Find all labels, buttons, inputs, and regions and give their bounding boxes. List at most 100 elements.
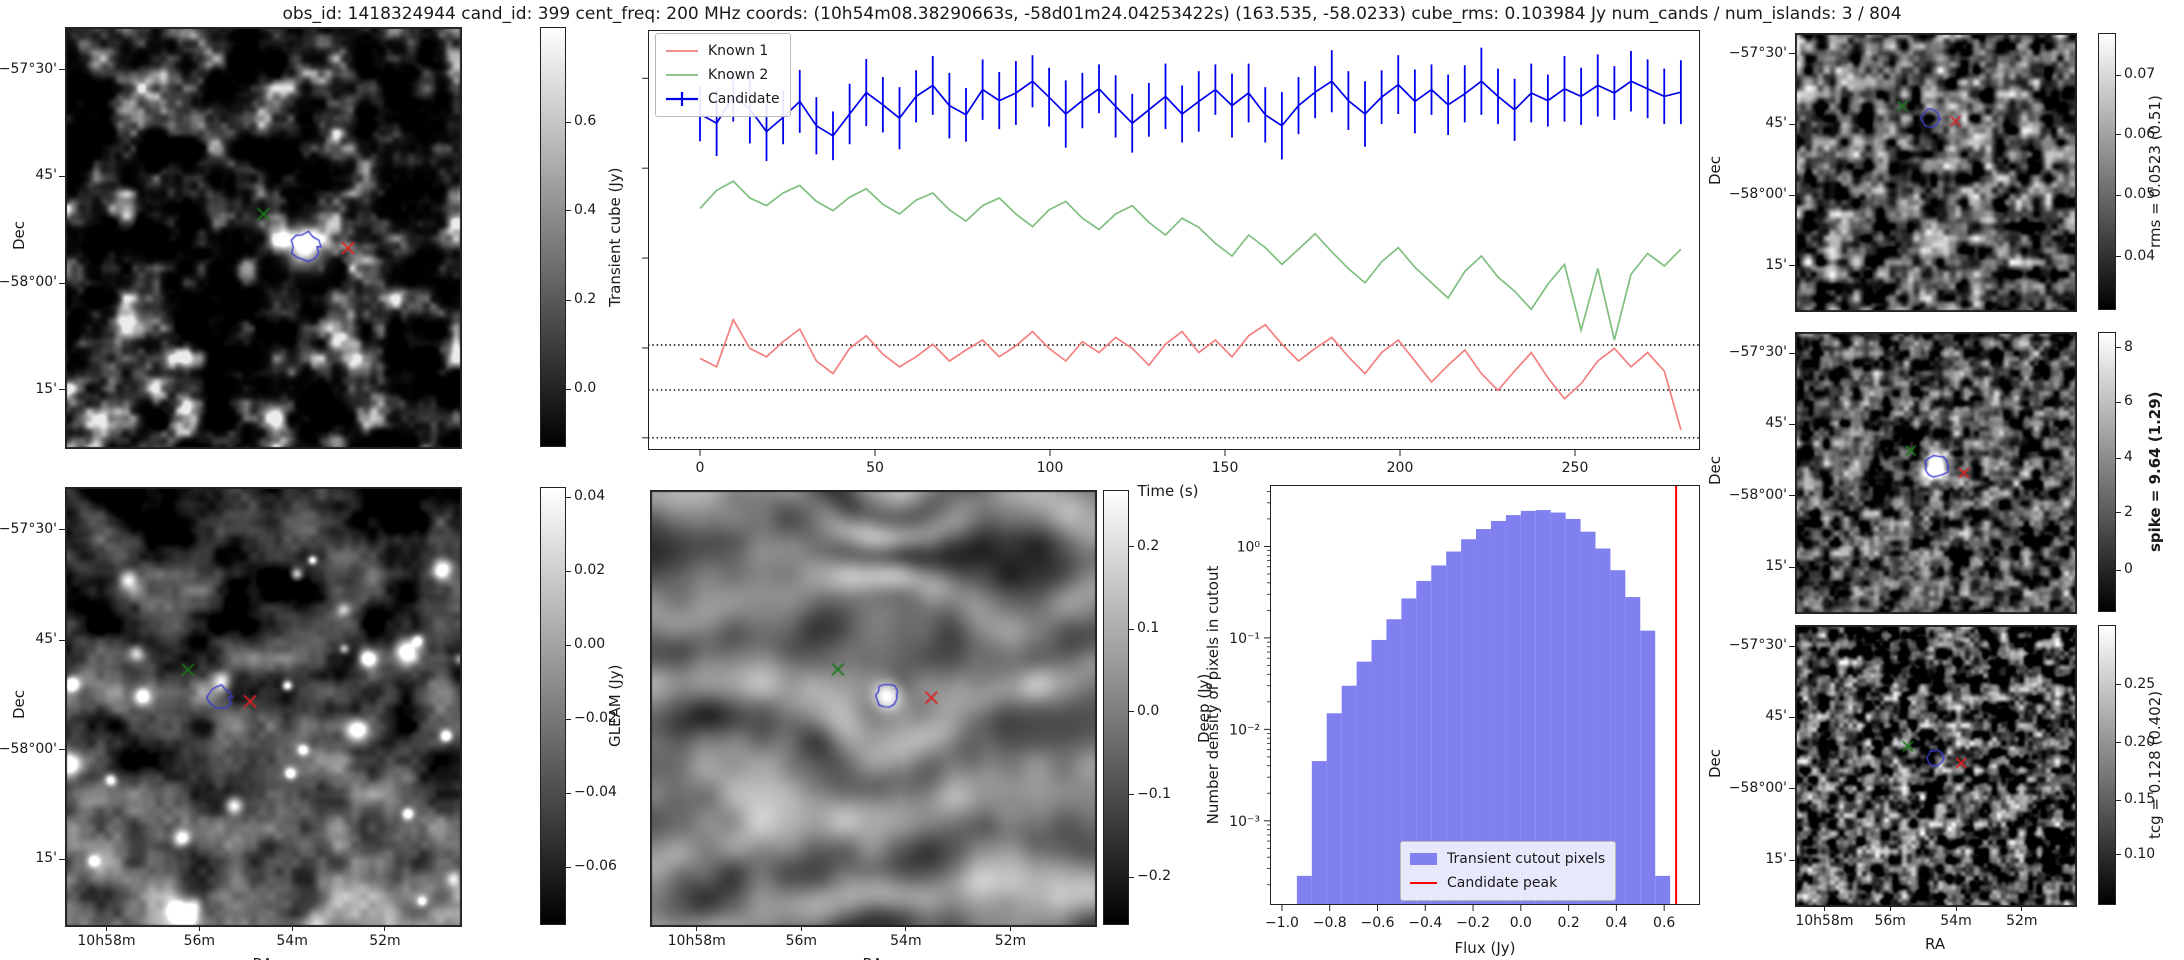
dec-tick [1789,716,1795,718]
x-tick-label: −1.0 [1265,915,1299,931]
colorbar-gleam [540,487,566,925]
colorbar-tick [566,570,571,572]
dec-tick-label: −57°30' [1728,44,1787,61]
ra-tick [696,925,698,931]
colorbar-tick-label: 0.04 [2124,247,2156,264]
colorbar-label-rms: rms = 0.0523 (0.51) [2146,95,2164,248]
cutout-image-gleam [65,487,462,927]
colorbar-tick [566,210,571,212]
ra-tick-label: 52m [2006,913,2038,929]
legend-label: Known 1 [708,43,769,59]
dec-tick-label: −57°30' [0,520,57,537]
colorbar-tick [2116,194,2121,196]
lightcurve-frame [648,30,1700,450]
dec-tick-label: −58°00' [1728,486,1787,503]
histogram-bar [1580,531,1596,905]
colorbar-tick-label: 0.20 [2124,733,2156,750]
figure-title: obs_id: 1418324944 cand_id: 399 cent_fre… [282,4,1902,24]
colorbar-tick [1129,794,1134,795]
colorbar-label-gleam: GLEAM (Jy) [606,664,624,748]
legend-label: Transient cutout pixels [1447,851,1606,867]
dec-tick [1789,352,1795,354]
colorbar-tick-label: 0.2 [1137,537,1160,554]
histogram-bar [1550,512,1566,905]
histogram-bar [1595,548,1611,905]
ra-tick-label: 10h58m [667,933,726,949]
ra-tick-label: 56m [785,933,818,949]
colorbar-deep [1103,490,1129,925]
ra-tick-label: 56m [183,933,216,949]
colorbar-tick-label: 0.07 [2124,66,2156,83]
x-tick-label: 0.4 [1605,915,1627,931]
colorbar-tick [2116,684,2121,686]
y-tick-label: 10⁻¹ [1229,631,1260,647]
dec-tick [59,639,65,641]
histogram-bar [1356,661,1372,905]
cutout-image-transient [65,27,462,449]
x-tick-label: 200 [1387,460,1414,476]
colorbar-tick [2116,569,2121,571]
dec-tick-label: 15' [1765,256,1787,273]
legend-sample [1410,882,1437,884]
colorbar-tick-label: −0.1 [1137,785,1171,802]
histogram-bar [1655,875,1671,905]
histogram-bar [1476,529,1491,905]
colorbar-tick [566,792,571,794]
colorbar-tick [2116,74,2121,76]
dec-axis-label: Dec [1706,155,1724,185]
legend-entry: Candidate peak [1409,871,1605,895]
dec-tick [1789,53,1795,55]
ra-axis-label: RA [1925,935,1946,953]
dec-axis-label: Dec [1706,456,1724,486]
legend-label: Candidate [708,91,780,107]
lightcurve-plot: 0 50 100 150 200 250 Time (s) [642,30,1700,500]
colorbar-tick-label: 0.0 [1137,702,1160,719]
flux-axis-label: Flux (Jy) [1455,939,1516,957]
colorbar-rms [2098,33,2116,310]
histogram-bar [1610,570,1626,905]
dec-tick-label: −58°00' [1728,779,1787,796]
dec-tick-label: 15' [1765,558,1787,575]
colorbar-tick-label: 0.15 [2124,791,2156,807]
legend-sample [666,50,698,52]
colorbar-tick [566,866,571,868]
colorbar-label-spike: spike = 9.64 (1.29) [2146,391,2164,553]
series-line-candidate [699,80,1682,137]
histogram-bar [1535,510,1551,905]
x-tick-label: 0.2 [1557,915,1579,931]
x-tick-label: 150 [1212,460,1239,476]
dec-tick [1789,194,1795,196]
dec-tick-label: 45' [35,631,57,648]
ra-tick-label: 52m [369,933,401,949]
dec-tick-label: 15' [1765,851,1787,868]
dec-tick [59,858,65,860]
dec-tick-label: −57°30' [1728,344,1787,360]
ra-tick [1955,905,1957,911]
ra-tick [198,925,200,931]
ra-tick [291,925,293,931]
ra-tick [105,925,107,931]
colorbar-tick [566,388,571,390]
flux-histogram-plot: −1.0 −0.8 −0.6 −0.4 −0.2 0.0 0.2 0.4 0.6 Flux (Jy… [1204,485,1700,957]
dec-tick [1789,265,1795,267]
histogram-bar [1625,597,1641,905]
colorbar-tick-label: 0.06 [2124,125,2156,142]
colorbar-tick [2116,512,2121,514]
colorbar-tick [566,644,571,646]
legend-patch [1410,853,1437,865]
legend-label: Known 2 [708,67,769,83]
histogram-bar [1446,551,1462,905]
colorbar-tick [2116,854,2121,856]
histogram-bar [1326,713,1342,905]
histogram-bar [1505,515,1521,905]
dec-tick-label: 15' [35,380,57,397]
histogram-bar [1311,761,1327,905]
dec-tick [1789,423,1795,425]
colorbar-tick [2116,134,2121,136]
colorbar-tick [566,121,571,123]
ra-tick-label: 54m [1940,913,1972,929]
cutout-image-tcg [1795,625,2077,907]
series-line-known-1 [699,317,1682,431]
colorbar-tick-label: 0.05 [2124,186,2156,203]
dec-tick [59,529,65,531]
